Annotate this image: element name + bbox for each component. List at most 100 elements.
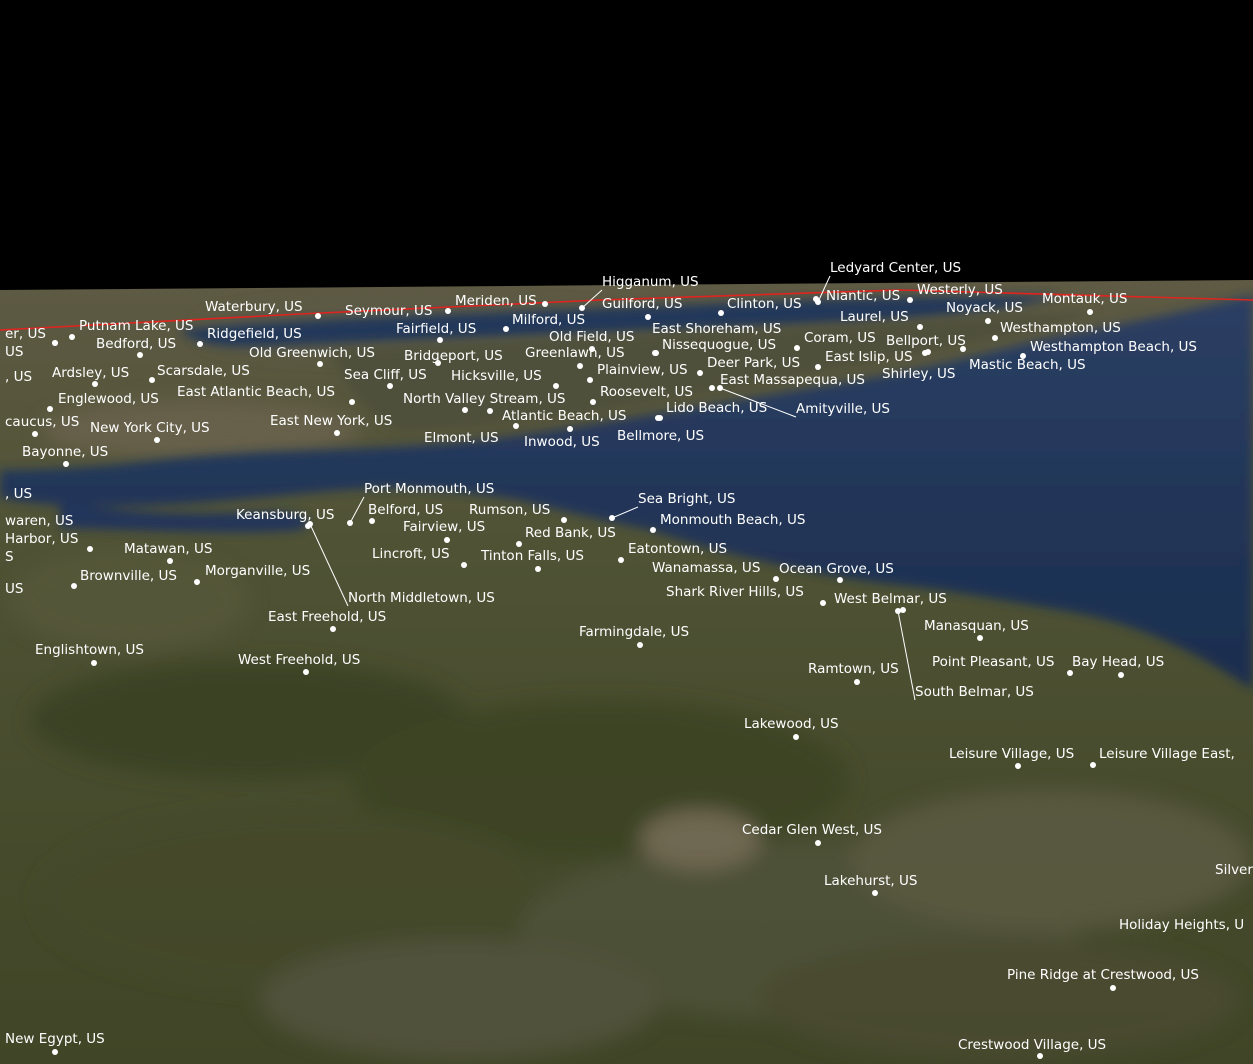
place-label[interactable]: Red Bank, US <box>525 525 616 541</box>
place-marker[interactable] <box>387 383 393 389</box>
place-label[interactable]: Putnam Lake, US <box>79 318 194 334</box>
place-label[interactable]: Pine Ridge at Crestwood, US <box>1007 967 1199 983</box>
place-label[interactable]: Shirley, US <box>882 366 956 382</box>
place-marker[interactable] <box>553 383 559 389</box>
place-label[interactable]: West Freehold, US <box>238 652 360 668</box>
place-label[interactable]: Niantic, US <box>826 288 900 304</box>
place-label[interactable]: Monmouth Beach, US <box>660 512 805 528</box>
place-marker[interactable] <box>1067 670 1073 676</box>
place-label[interactable]: Port Monmouth, US <box>364 481 494 497</box>
place-marker[interactable] <box>815 364 821 370</box>
place-label[interactable]: Hicksville, US <box>451 368 542 384</box>
place-label[interactable]: Silver <box>1215 862 1253 878</box>
place-marker[interactable] <box>315 313 321 319</box>
place-marker[interactable] <box>561 517 567 523</box>
place-marker[interactable] <box>794 345 800 351</box>
place-label[interactable]: Bellmore, US <box>617 428 704 444</box>
place-label[interactable]: Lido Beach, US <box>666 400 767 416</box>
place-marker[interactable] <box>1020 353 1026 359</box>
place-label[interactable]: Farmingdale, US <box>579 624 689 640</box>
place-label[interactable]: Belford, US <box>368 502 443 518</box>
place-label[interactable]: Clinton, US <box>727 296 802 312</box>
place-label[interactable]: Fairview, US <box>403 519 485 535</box>
place-label[interactable]: Greenlawn, US <box>525 345 625 361</box>
place-marker[interactable] <box>52 340 58 346</box>
place-label[interactable]: Meriden, US <box>455 293 537 309</box>
place-label[interactable]: Morganville, US <box>205 563 310 579</box>
place-label[interactable]: Leisure Village, US <box>949 746 1074 762</box>
place-label[interactable]: East Islip, US <box>825 349 913 365</box>
place-marker[interactable] <box>462 407 468 413</box>
place-marker[interactable] <box>657 415 663 421</box>
place-label[interactable]: Sea Bright, US <box>638 491 735 507</box>
place-label[interactable]: Point Pleasant, US <box>932 654 1054 670</box>
place-label[interactable]: Seymour, US <box>345 303 432 319</box>
place-marker[interactable] <box>1118 672 1124 678</box>
place-marker[interactable] <box>535 566 541 572</box>
place-marker[interactable] <box>69 334 75 340</box>
place-marker[interactable] <box>793 734 799 740</box>
place-label[interactable]: Ocean Grove, US <box>779 561 894 577</box>
place-label[interactable]: East Shoreham, US <box>652 321 781 337</box>
place-marker[interactable] <box>837 577 843 583</box>
place-marker[interactable] <box>589 346 595 352</box>
place-marker[interactable] <box>197 341 203 347</box>
place-marker[interactable] <box>820 600 826 606</box>
place-label[interactable]: Lakehurst, US <box>824 873 917 889</box>
place-label[interactable]: US <box>5 344 23 360</box>
place-label[interactable]: Roosevelt, US <box>600 384 693 400</box>
place-label[interactable]: Amityville, US <box>796 401 890 417</box>
place-marker[interactable] <box>590 399 596 405</box>
place-marker[interactable] <box>303 669 309 675</box>
place-label[interactable]: Elmont, US <box>424 430 499 446</box>
place-label[interactable]: Coram, US <box>804 330 876 346</box>
place-label[interactable]: Englishtown, US <box>35 642 144 658</box>
place-label[interactable]: Manasquan, US <box>924 618 1029 634</box>
place-marker[interactable] <box>516 541 522 547</box>
place-label[interactable]: Westhampton, US <box>1000 320 1121 336</box>
place-label[interactable]: Brownville, US <box>80 568 177 584</box>
place-marker[interactable] <box>900 607 906 613</box>
place-label[interactable]: Mastic Beach, US <box>969 357 1086 373</box>
place-marker[interactable] <box>650 527 656 533</box>
place-label[interactable]: North Middletown, US <box>348 590 495 606</box>
place-label[interactable]: South Belmar, US <box>915 684 1034 700</box>
place-label[interactable]: Fairfield, US <box>396 321 476 337</box>
place-label[interactable]: Atlantic Beach, US <box>502 408 626 424</box>
place-label[interactable]: Inwood, US <box>524 434 600 450</box>
place-label[interactable]: Tinton Falls, US <box>480 548 584 564</box>
place-label[interactable]: Old Greenwich, US <box>249 345 375 361</box>
place-label[interactable]: Bay Head, US <box>1072 654 1164 670</box>
place-label[interactable]: East Freehold, US <box>268 609 386 625</box>
place-label[interactable]: Deer Park, US <box>707 355 800 371</box>
place-label[interactable]: Shark River Hills, US <box>666 584 804 600</box>
place-label[interactable]: Plainview, US <box>597 362 688 378</box>
place-label[interactable]: Nissequogue, US <box>662 337 776 353</box>
place-marker[interactable] <box>917 324 923 330</box>
place-label[interactable]: East Atlantic Beach, US <box>177 384 335 400</box>
place-label[interactable]: Montauk, US <box>1042 291 1127 307</box>
place-marker[interactable] <box>992 335 998 341</box>
place-label[interactable]: New York City, US <box>90 420 210 436</box>
place-label[interactable]: Bellport, US <box>886 333 966 349</box>
place-label[interactable]: Cedar Glen West, US <box>742 822 882 838</box>
place-marker[interactable] <box>542 301 548 307</box>
place-label[interactable]: Holiday Heights, U <box>1119 917 1244 933</box>
place-marker[interactable] <box>349 399 355 405</box>
place-label[interactable]: Milford, US <box>512 312 585 328</box>
place-marker[interactable] <box>618 557 624 563</box>
place-label[interactable]: New Egypt, US <box>5 1031 105 1047</box>
place-label[interactable]: S <box>5 549 14 565</box>
place-marker[interactable] <box>872 890 878 896</box>
place-label[interactable]: , US <box>5 369 32 385</box>
place-label[interactable]: US <box>5 581 23 597</box>
place-marker[interactable] <box>577 363 583 369</box>
place-label[interactable]: , US <box>5 486 32 502</box>
place-marker[interactable] <box>330 626 336 632</box>
place-marker[interactable] <box>167 558 173 564</box>
place-marker[interactable] <box>444 537 450 543</box>
place-marker[interactable] <box>773 576 779 582</box>
place-label[interactable]: Ledyard Center, US <box>830 260 961 276</box>
